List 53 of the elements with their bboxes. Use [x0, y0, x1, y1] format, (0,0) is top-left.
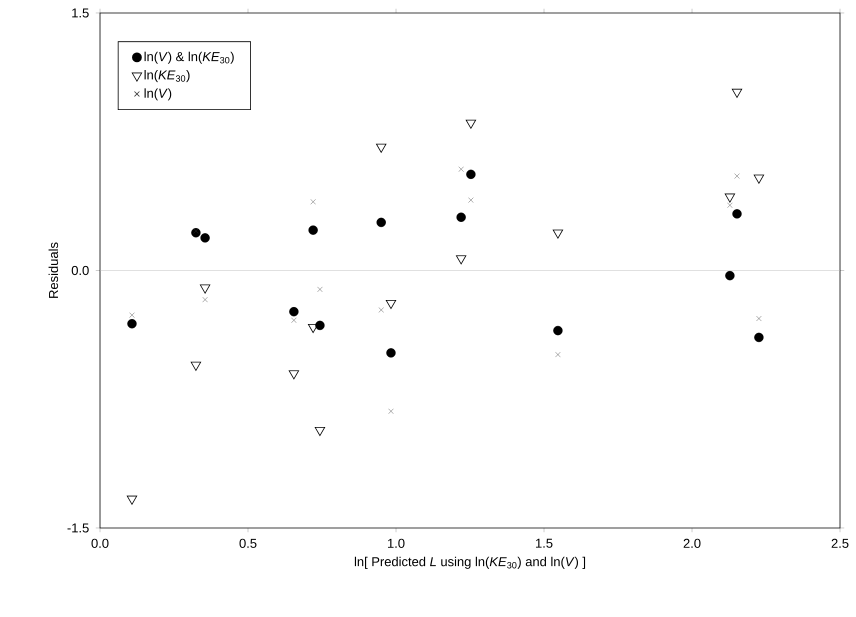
point: [376, 144, 386, 153]
point: [756, 316, 762, 322]
point: [466, 170, 476, 180]
y-tick-label: -1.5: [68, 523, 89, 532]
x-tick-label: 1.0: [388, 538, 405, 548]
point: [291, 318, 297, 323]
point: [732, 209, 742, 219]
point: [202, 296, 208, 302]
point: [289, 306, 299, 316]
x-tick-label: 2.5: [832, 538, 848, 548]
x-tick-label: 1.5: [536, 538, 552, 548]
point: [386, 348, 396, 358]
point: [376, 218, 386, 228]
x-tick-label: 2.0: [684, 538, 701, 548]
point: [317, 286, 323, 292]
point: [126, 496, 138, 505]
point: [732, 88, 742, 98]
point: [386, 300, 396, 310]
legend-label: ln(V) & ln(KE$_{30}$): [144, 52, 234, 64]
point: [734, 173, 740, 179]
x-tick-label: 0.5: [240, 538, 256, 548]
point: [315, 320, 325, 330]
point: [314, 426, 326, 436]
point: [456, 212, 466, 222]
x-tick-label: 0.0: [92, 538, 109, 548]
point: [308, 225, 318, 235]
legend-label: ln(KE$_{30}$): [144, 70, 190, 82]
point: [388, 408, 394, 414]
y-tick-label: 1.5: [72, 8, 89, 18]
point: [456, 255, 466, 264]
point: [288, 370, 300, 380]
point: [200, 284, 210, 294]
x-axis-title: ln[ Predicted L using ln(KE$_{30}$) and ln(V) ]: [354, 556, 586, 569]
point: [190, 362, 202, 371]
point: [754, 332, 764, 342]
y-tick-label: 0.0: [72, 266, 89, 276]
point: [129, 312, 135, 318]
legend-label: ln(V): [144, 88, 172, 100]
point: [468, 197, 474, 203]
point: [200, 233, 210, 243]
y-axis-title: Residuals: [48, 242, 58, 298]
point: [378, 307, 384, 313]
point: [555, 352, 561, 358]
point: [727, 202, 733, 208]
point: [725, 270, 735, 280]
point: [466, 120, 476, 129]
point: [127, 319, 137, 328]
point: [724, 194, 736, 203]
point: [553, 326, 563, 336]
point: [310, 199, 316, 204]
point: [458, 166, 464, 172]
point: [754, 174, 764, 184]
point: [552, 230, 564, 239]
